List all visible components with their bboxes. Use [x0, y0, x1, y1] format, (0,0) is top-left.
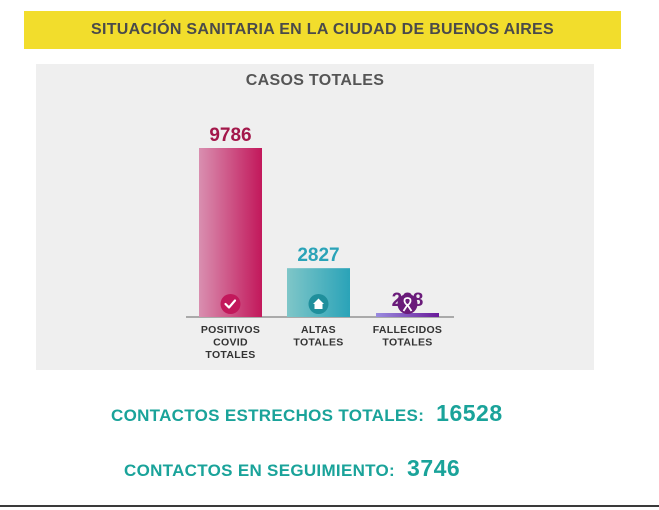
- bottom-divider: [0, 505, 659, 507]
- bar-0: [199, 148, 262, 317]
- chart-panel: CASOS TOTALES 9786 POSITIVOS COVID TOTALES 2…: [36, 64, 594, 370]
- category-label-2-0: FALLECIDOS: [373, 324, 443, 336]
- chart-title: CASOS TOTALES: [245, 72, 385, 89]
- header-banner: SITUACIÓN SANITARIA EN LA CIUDAD DE BUEN…: [24, 11, 621, 49]
- category-label-1-0: ALTAS: [301, 324, 336, 336]
- contacts-total-label: CONTACTOS ESTRECHOS TOTALES:: [111, 406, 425, 425]
- bar-value-label-1: 2827: [297, 245, 339, 266]
- followup-stat: CONTACTOS EN SEGUIMIENTO: 3746: [124, 455, 460, 482]
- ribbon-icon-mark: [402, 297, 413, 312]
- contacts-total-stat: CONTACTOS ESTRECHOS TOTALES: 16528: [111, 400, 503, 427]
- check-icon-mark: [224, 299, 237, 309]
- category-label-0-1: COVID: [213, 337, 248, 349]
- header-title: SITUACIÓN SANITARIA EN LA CIUDAD DE BUEN…: [90, 21, 554, 38]
- followup-value: 3746: [407, 455, 461, 481]
- ribbon-icon: [397, 294, 418, 314]
- home-icon-mark: [313, 298, 324, 309]
- bar-chart: 9786POSITIVOSCOVIDTOTALES2827ALTASTOTALE…: [186, 125, 454, 361]
- category-label-0-0: POSITIVOS: [201, 324, 260, 336]
- check-icon: [220, 294, 241, 314]
- contacts-total-value: 16528: [436, 400, 503, 426]
- bar-value-label-0: 9786: [209, 125, 251, 146]
- category-label-1-1: TOTALES: [293, 337, 343, 349]
- category-label-0-2: TOTALES: [205, 349, 255, 361]
- category-label-2-1: TOTALES: [382, 337, 432, 349]
- bar-2: [376, 313, 439, 317]
- followup-label: CONTACTOS EN SEGUIMIENTO:: [124, 461, 396, 480]
